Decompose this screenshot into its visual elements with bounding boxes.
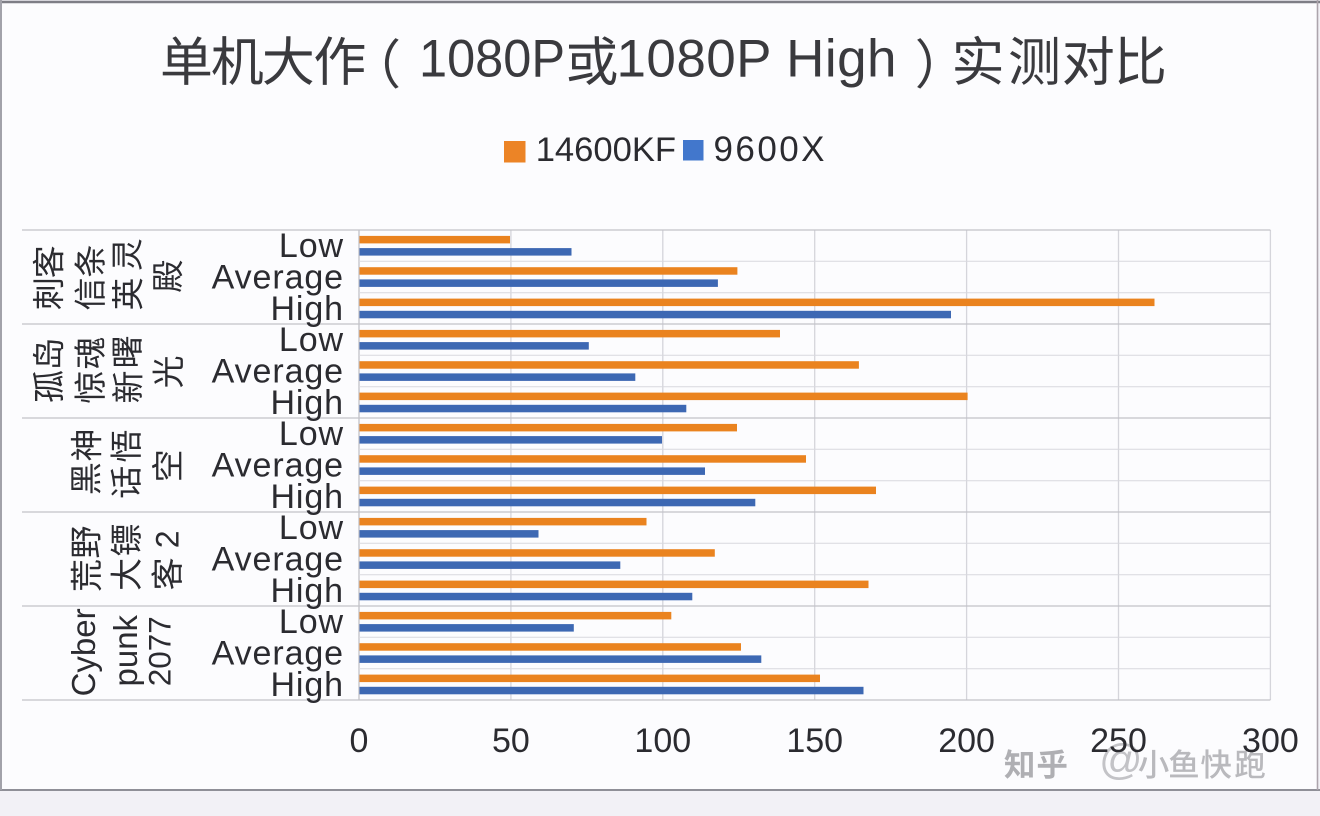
svg-text:@: @ [1099,736,1143,784]
svg-text:Average: Average [212,259,344,297]
svg-text:200: 200 [938,722,995,760]
svg-text:250: 250 [1090,722,1147,760]
svg-text:Low: Low [279,321,344,359]
svg-text:300: 300 [1242,722,1299,760]
svg-text:2077: 2077 [142,616,178,686]
svg-text:High: High [270,384,344,422]
svg-text:Low: Low [279,509,344,547]
svg-text:1080P: 1080P [419,30,565,89]
svg-text:High: High [270,290,344,328]
svg-text:Average: Average [212,635,344,673]
svg-text:Average: Average [212,447,344,485]
svg-text:Low: Low [279,227,344,265]
svg-text:High: High [270,666,344,704]
svg-text:100: 100 [634,722,691,760]
svg-text:50: 50 [492,722,530,760]
svg-text:1080P High: 1080P High [617,30,897,89]
svg-text:Low: Low [279,415,344,453]
svg-text:Cyber: Cyber [65,608,102,696]
svg-text:14600KF: 14600KF [536,131,676,169]
svg-text:High: High [270,572,344,610]
svg-text:Average: Average [212,541,344,579]
svg-text:punk: punk [107,614,144,686]
svg-text:Average: Average [212,353,344,391]
svg-text:0: 0 [350,722,369,760]
svg-text:High: High [270,478,344,516]
svg-text:2: 2 [150,531,186,549]
svg-text:150: 150 [786,722,843,760]
svg-text:9600X: 9600X [714,130,825,169]
svg-text:Low: Low [279,603,344,641]
